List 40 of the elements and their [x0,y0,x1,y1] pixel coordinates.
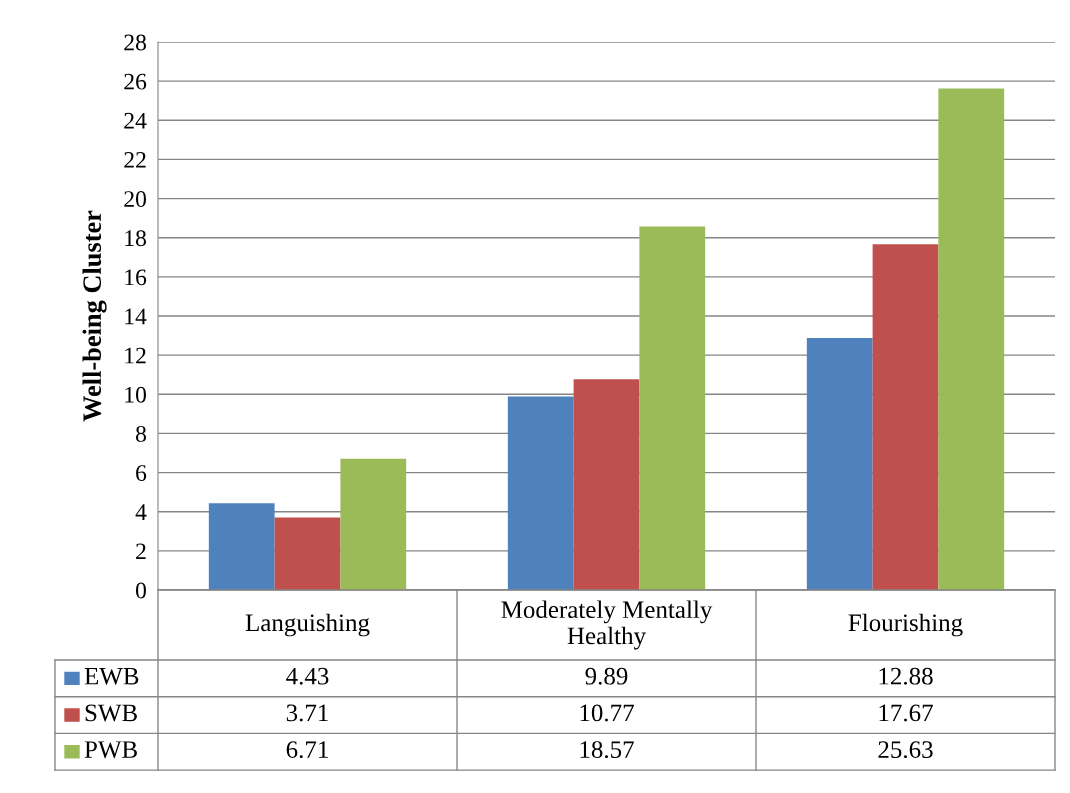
bar [274,517,341,590]
bar [806,337,873,590]
data-label: 6.71 [286,741,328,759]
y-axis-title: Well-being Cluster [82,210,107,422]
bar [872,244,939,590]
x-tick-label: Moderately Mentally Healthy [501,600,713,650]
bar [938,88,1005,590]
data-label: 12.88 [879,667,933,685]
bar [573,379,640,590]
y-tick-label: 6 [136,465,147,481]
y-tick-label: 2 [136,543,146,560]
y-tick-label: 20 [124,191,146,207]
bar [340,458,407,590]
y-tick-label: 12 [125,347,146,364]
y-tick-label: 4 [135,504,147,520]
x-tick-label: Flourishing [848,613,963,637]
y-tick-label: 22 [124,151,146,168]
y-tick-label: 28 [124,34,146,51]
y-tick-label: 16 [125,269,147,286]
data-label: 3.71 [286,704,328,722]
y-tick-label: 14 [125,308,147,325]
bar [507,396,574,590]
y-tick-label: 10 [125,386,146,403]
data-label: 10.77 [580,704,634,722]
data-label: 18.57 [580,741,634,759]
y-tick-label: 8 [135,425,146,442]
y-tick-label: 18 [125,230,146,247]
y-tick-label: 24 [124,112,147,129]
data-label: 4.43 [286,667,329,685]
y-tick-label: 0 [135,582,146,599]
legend-label: SWB [85,704,137,722]
y-tick-label: 26 [124,73,147,90]
legend-label: PWB [84,741,137,759]
data-label: 17.67 [879,704,933,722]
x-tick-label: Languishing [245,613,370,637]
data-label: 9.89 [585,667,628,685]
legend-label: EWB [84,667,139,685]
bar [208,503,275,590]
data-label: 25.63 [878,741,933,759]
bar [639,226,706,590]
